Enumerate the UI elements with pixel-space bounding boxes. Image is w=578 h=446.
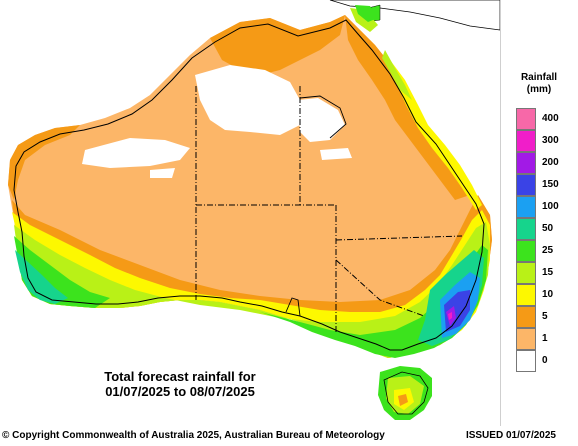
dry-area-kimberley	[82, 138, 190, 168]
band-50mm-southwest	[15, 250, 68, 304]
legend-label-300: 300	[542, 135, 559, 146]
tasmania-coastline	[383, 371, 429, 415]
legend-swatch-0	[516, 350, 536, 372]
legend-swatch-200	[516, 152, 536, 174]
legend-title-line-2: (mm)	[526, 84, 552, 95]
band-15mm-south	[14, 222, 490, 358]
legend-swatch-400	[516, 108, 536, 130]
caption-line-2: 01/07/2025 to 08/07/2025	[105, 384, 255, 399]
gulf-of-carpentaria-coast	[299, 95, 347, 139]
legend-swatch-300	[516, 130, 536, 152]
issued-date: ISSUED 01/07/2025	[465, 430, 556, 441]
legend-label-15: 15	[542, 267, 554, 278]
legend-label-1: 1	[542, 333, 548, 344]
legend-label-200: 200	[542, 157, 559, 168]
state-borders	[195, 86, 463, 332]
legend-label-100: 100	[542, 201, 559, 212]
band-5mm-north	[210, 15, 345, 75]
rainfall-legend: Rainfall (mm) 400 300 200 150 100 50 25 15 10 5 1 0	[506, 72, 572, 372]
dry-area-gulf	[298, 98, 345, 142]
legend-label-400: 400	[542, 113, 559, 124]
dry-area-small-2	[150, 168, 175, 178]
legend-label-50: 50	[542, 223, 554, 234]
legend-label-5: 5	[542, 311, 548, 322]
band-15mm-ne	[382, 50, 412, 100]
legend-label-0: 0	[542, 355, 548, 366]
legend-swatch-5	[516, 306, 536, 328]
band-15mm-north-tip	[350, 8, 378, 32]
legend-swatch-50	[516, 218, 536, 240]
tasmania-5mm	[398, 394, 408, 406]
copyright-notice: © Copyright Commonwealth of Australia 20…	[2, 430, 385, 441]
band-300mm-east	[448, 312, 452, 320]
dry-area-north	[195, 65, 300, 135]
legend-swatch-10	[516, 284, 536, 306]
legend-title: Rainfall (mm)	[506, 72, 572, 96]
mainland-coastline	[13, 19, 485, 351]
legend-label-25: 25	[542, 245, 554, 256]
legend-title-line-1: Rainfall	[520, 72, 558, 83]
legend-swatch-1	[516, 328, 536, 350]
dry-area-small-1	[320, 148, 352, 160]
band-10mm-east	[390, 60, 482, 210]
legend-swatch-15	[516, 262, 536, 284]
legend-swatch-150	[516, 174, 536, 196]
australia-map	[8, 0, 500, 420]
band-5mm-west	[8, 125, 80, 200]
legend-label-150: 150	[542, 179, 559, 190]
forecast-caption: Total forecast rainfall for 01/07/2025 t…	[80, 369, 280, 399]
legend-swatch-100	[516, 196, 536, 218]
caption-line-1: Total forecast rainfall for	[104, 369, 256, 384]
band-25mm-north-tip	[355, 5, 378, 22]
rainfall-map: Total forecast rainfall for 01/07/2025 t…	[8, 0, 501, 426]
legend-label-10: 10	[542, 289, 554, 300]
legend-swatch-25	[516, 240, 536, 262]
spencer-gulf-coast	[285, 297, 301, 317]
